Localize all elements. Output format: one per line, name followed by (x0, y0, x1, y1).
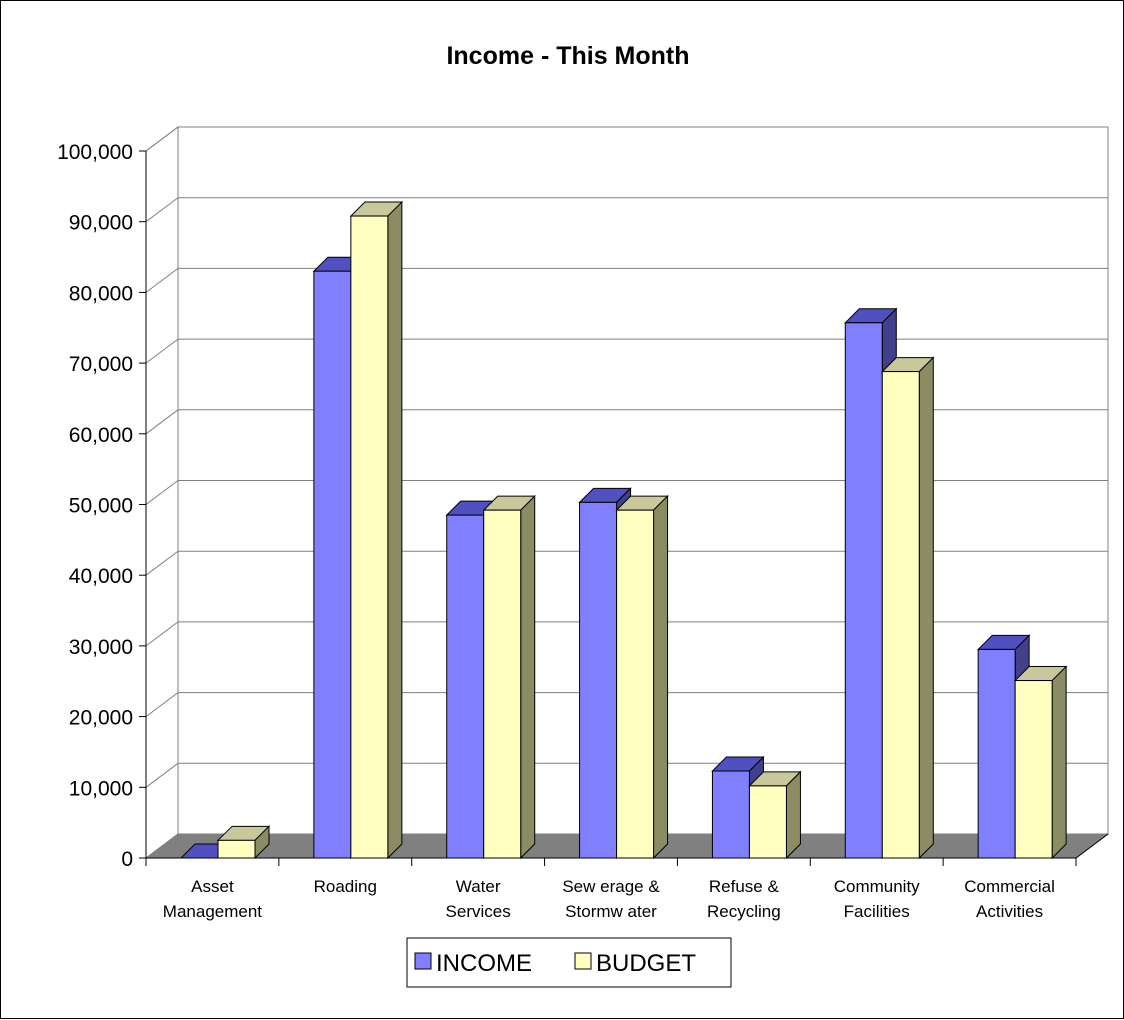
category-label: Refuse & (709, 877, 780, 896)
category-label: Services (446, 902, 511, 921)
bar-front (350, 215, 389, 859)
bar-side (1051, 665, 1067, 860)
y-tick-label: 100,000 (57, 141, 133, 164)
y-tick-label: 90,000 (69, 212, 133, 235)
bar-side (785, 770, 801, 860)
bar-budget (881, 356, 935, 860)
bar-front (579, 501, 618, 859)
y-tick-label: 60,000 (69, 424, 133, 447)
gridline (145, 409, 1108, 435)
bar-budget (349, 200, 404, 860)
legend-label: BUDGET (596, 950, 696, 977)
category-labels: Asset Management Roading Water Services Sew e… (163, 877, 1055, 921)
bar-front (313, 270, 352, 859)
gridline (145, 197, 1108, 223)
category-label: Water (456, 877, 501, 896)
bar-side (520, 494, 536, 860)
bar-front (977, 648, 1016, 859)
bar-budget (1013, 665, 1068, 860)
legend-swatch (574, 952, 592, 970)
gridline (145, 126, 1108, 152)
gridline (145, 692, 1108, 717)
y-tick-label: 0 (121, 848, 133, 871)
category-label: Roading (314, 877, 377, 896)
category-label: Facilities (844, 902, 910, 921)
bar-budget (482, 494, 536, 860)
bar-side (918, 356, 934, 860)
gridline (145, 338, 1108, 364)
floor-edge (1075, 833, 1109, 859)
category-label: Activities (976, 902, 1043, 921)
bar-front (748, 785, 787, 859)
gridline (145, 267, 1108, 293)
y-tick-label: 30,000 (69, 636, 133, 659)
bar-front (616, 509, 655, 859)
category-label: Asset (191, 877, 234, 896)
gridline (145, 550, 1108, 576)
category-label: Management (163, 902, 263, 921)
category-label: Community (834, 877, 920, 896)
y-tick-label: 80,000 (69, 282, 133, 305)
y-tick-label: 40,000 (69, 565, 133, 588)
gridline (145, 621, 1108, 647)
chart-title: Income - This Month (446, 42, 689, 70)
y-tick-label: 70,000 (69, 353, 133, 376)
gridline (145, 762, 1108, 788)
legend-box (406, 937, 732, 988)
legend: INCOME BUDGET (406, 937, 732, 988)
category-label: Sew erage & (562, 877, 660, 896)
bar-front (446, 514, 485, 859)
bar-side (387, 200, 403, 860)
legend-label: INCOME (436, 950, 532, 977)
bar-front (844, 322, 883, 859)
bar-budget (615, 494, 669, 860)
bar-side (653, 494, 669, 860)
gridlines (145, 126, 1108, 788)
bar-front (483, 509, 522, 859)
bar-front (711, 770, 750, 859)
category-label: Commercial (964, 877, 1055, 896)
bar-front (217, 839, 256, 859)
y-tick-label: 20,000 (69, 707, 133, 730)
gridline (145, 480, 1108, 505)
y-tick-label: 50,000 (69, 495, 133, 518)
bar-budget (748, 770, 802, 860)
bars (179, 200, 1068, 860)
category-label: Recycling (707, 902, 781, 921)
category-label: Stormw ater (565, 902, 657, 921)
bar-budget (216, 825, 271, 860)
y-tick-labels: 0 10,000 20,000 30,000 40,000 50,000 60,000 70,… (57, 141, 133, 871)
y-tick-label: 10,000 (69, 777, 133, 800)
bar-front (881, 371, 920, 859)
legend-swatch (414, 952, 432, 970)
bar-front (1014, 680, 1053, 859)
